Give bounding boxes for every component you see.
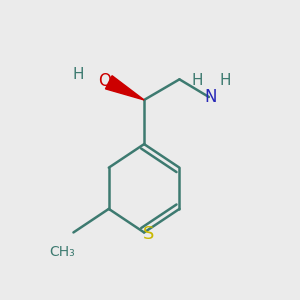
Polygon shape — [106, 76, 144, 100]
Text: O: O — [98, 72, 111, 90]
Text: H: H — [72, 68, 84, 82]
Text: H: H — [191, 73, 203, 88]
Text: H: H — [219, 73, 231, 88]
Text: N: N — [204, 88, 217, 106]
Text: S: S — [143, 225, 154, 243]
Text: CH₃: CH₃ — [49, 244, 74, 259]
